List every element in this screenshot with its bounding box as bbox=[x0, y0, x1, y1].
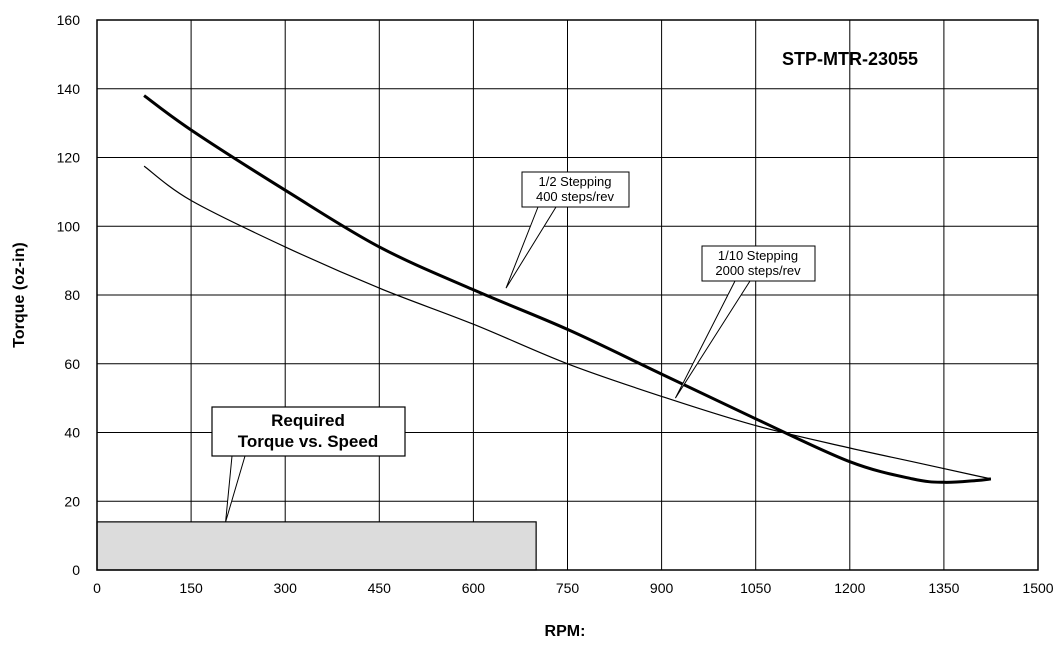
y-tick-label: 160 bbox=[57, 12, 81, 28]
x-axis-title: RPM: bbox=[545, 623, 586, 640]
series-line-half-step bbox=[143, 94, 992, 484]
plot-frame bbox=[96, 19, 1039, 571]
x-tick-label: 300 bbox=[274, 580, 298, 596]
callout-half-step-line1: 1/2 Stepping bbox=[538, 174, 611, 189]
x-tick-label: 1200 bbox=[834, 580, 865, 596]
callout-required-box bbox=[211, 406, 406, 457]
x-tick-labels: 0 150 300 450 600 750 900 1050 1200 1350 1500 bbox=[93, 580, 1054, 596]
x-tick-label: 900 bbox=[650, 580, 674, 596]
y-tick-label: 100 bbox=[57, 218, 81, 234]
callout-required: Required Torque vs. Speed bbox=[211, 406, 406, 523]
x-tick-label: 1350 bbox=[928, 580, 959, 596]
callout-required-pointer bbox=[225, 455, 246, 523]
y-tick-label: 60 bbox=[64, 356, 80, 372]
y-tick-label: 20 bbox=[64, 493, 80, 509]
x-tick-label: 600 bbox=[462, 580, 486, 596]
x-tick-label: 0 bbox=[93, 580, 101, 596]
series-group bbox=[143, 94, 992, 484]
callout-required-line2: Torque vs. Speed bbox=[238, 432, 378, 451]
required-torque-region bbox=[96, 521, 537, 571]
callout-required-line1: Required bbox=[271, 411, 345, 430]
x-tick-label: 150 bbox=[179, 580, 203, 596]
grid bbox=[96, 19, 1039, 571]
y-tick-label: 140 bbox=[57, 81, 81, 97]
y-tick-label: 40 bbox=[64, 425, 80, 441]
callout-tenth-step-pointer bbox=[674, 280, 751, 399]
callout-half-step-pointer bbox=[505, 206, 557, 289]
series-line-tenth-step bbox=[143, 165, 992, 480]
callout-tenth-step: 1/10 Stepping 2000 steps/rev bbox=[674, 245, 816, 399]
callout-half-step-box bbox=[521, 171, 630, 208]
callout-half-step: 1/2 Stepping 400 steps/rev bbox=[505, 171, 630, 289]
y-tick-label: 120 bbox=[57, 150, 81, 166]
y-tick-labels: 0 20 40 60 80 100 120 140 160 bbox=[57, 12, 81, 578]
x-tick-label: 450 bbox=[368, 580, 392, 596]
x-tick-label: 1050 bbox=[740, 580, 771, 596]
callout-tenth-step-line2: 2000 steps/rev bbox=[715, 263, 801, 278]
y-axis-title: Torque (oz-in) bbox=[11, 242, 28, 347]
x-tick-label: 750 bbox=[556, 580, 580, 596]
y-tick-label: 80 bbox=[64, 287, 80, 303]
callout-half-step-line2: 400 steps/rev bbox=[536, 189, 615, 204]
y-tick-label: 0 bbox=[72, 562, 80, 578]
callout-tenth-step-line1: 1/10 Stepping bbox=[718, 248, 798, 263]
model-title: STP-MTR-23055 bbox=[782, 49, 918, 69]
x-tick-label: 1500 bbox=[1022, 580, 1053, 596]
callout-tenth-step-box bbox=[701, 245, 816, 282]
